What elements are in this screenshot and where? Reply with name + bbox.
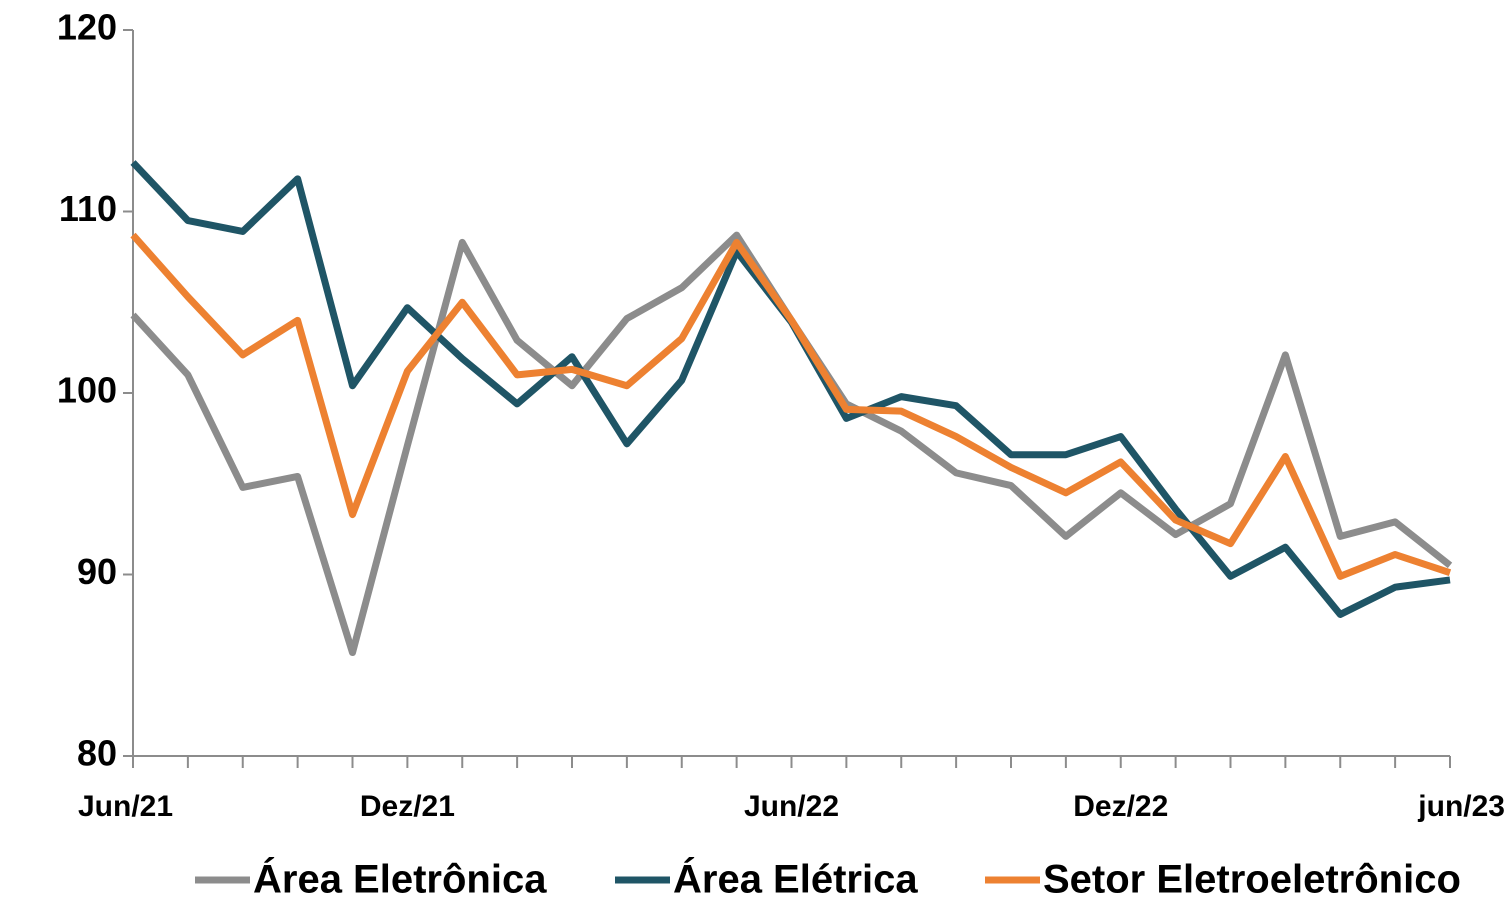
- legend-label: Setor Eletroeletrônico: [1043, 858, 1461, 902]
- x-tick-label: Jun/22: [744, 790, 839, 823]
- series-line: [130, 160, 1451, 618]
- x-tick-label: Dez/21: [360, 790, 455, 823]
- legend-label: Área Elétrica: [673, 857, 918, 902]
- y-tick-label: 120: [57, 7, 117, 48]
- x-tick-label: Dez/22: [1073, 790, 1168, 823]
- x-tick-label: jun/23: [1417, 790, 1505, 823]
- y-tick-label: 90: [77, 551, 117, 592]
- y-tick-label: 110: [59, 188, 117, 229]
- y-tick-label: 100: [57, 370, 117, 411]
- x-tick-label: Jun/21: [78, 790, 173, 823]
- y-tick-label: 80: [77, 733, 117, 774]
- legend-label: Área Eletrônica: [253, 857, 547, 902]
- series-line: [130, 232, 1452, 580]
